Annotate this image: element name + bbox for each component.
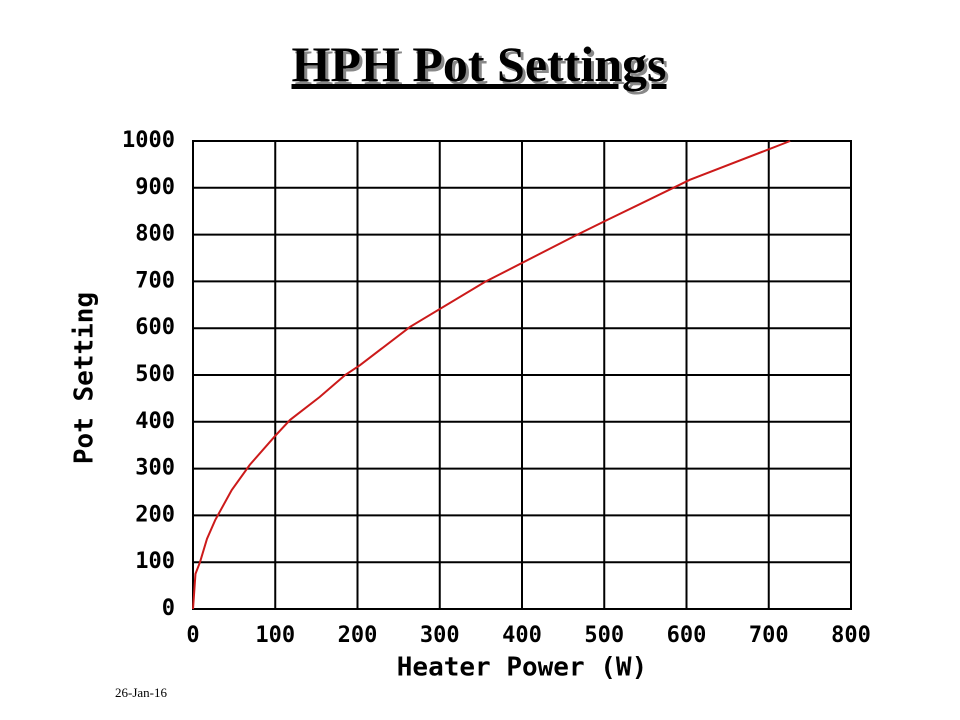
y-tick-label: 900 [135,175,175,200]
x-axis-label: Heater Power (W) [397,653,647,683]
x-tick-label: 100 [255,623,295,648]
y-axis-label: Pot Setting [70,292,100,464]
y-tick-label: 600 [135,315,175,340]
x-tick-label: 700 [749,623,789,648]
x-tick-label: 400 [502,623,542,648]
footer-date: 26-Jan-16 [115,685,167,700]
y-tick-label: 300 [135,456,175,481]
y-tick-label: 200 [135,502,175,527]
x-tick-label: 200 [338,623,378,648]
plot-frame [192,140,852,610]
x-tick-label: 0 [186,623,199,648]
y-tick-label: 0 [162,596,175,621]
y-tick-label: 400 [135,409,175,434]
y-tick-label: 100 [135,549,175,574]
x-tick-label: 500 [584,623,624,648]
y-tick-label: 500 [135,362,175,387]
title-shadow: HPH Pot Settings [295,39,670,95]
x-tick-label: 600 [667,623,707,648]
y-tick-label: 1000 [122,128,175,153]
x-tick-label: 300 [420,623,460,648]
data-line [192,140,791,610]
x-tick-label: 800 [831,623,871,648]
y-tick-label: 800 [135,222,175,247]
y-tick-label: 700 [135,268,175,293]
chart-title: HPH Pot Settings [292,36,667,92]
